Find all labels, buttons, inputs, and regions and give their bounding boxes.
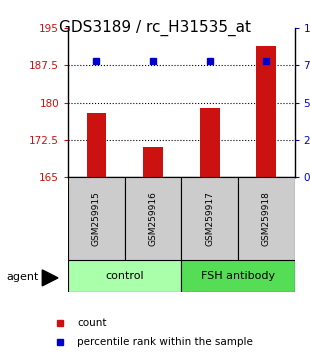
Polygon shape <box>42 270 58 286</box>
Text: GSM259917: GSM259917 <box>205 191 214 246</box>
Bar <box>86 113 106 177</box>
Text: count: count <box>77 318 106 329</box>
Text: FSH antibody: FSH antibody <box>201 271 275 281</box>
Bar <box>125 177 181 260</box>
Text: percentile rank within the sample: percentile rank within the sample <box>77 337 253 347</box>
Bar <box>68 260 181 292</box>
Text: control: control <box>105 271 144 281</box>
Bar <box>68 177 125 260</box>
Bar <box>238 177 294 260</box>
Text: GSM259918: GSM259918 <box>262 191 271 246</box>
Bar <box>200 108 219 177</box>
Bar <box>256 46 276 177</box>
Bar <box>181 260 294 292</box>
Text: GSM259916: GSM259916 <box>148 191 157 246</box>
Bar <box>143 147 163 177</box>
Text: agent: agent <box>6 272 38 282</box>
Text: GDS3189 / rc_H31535_at: GDS3189 / rc_H31535_at <box>59 19 251 36</box>
Text: GSM259915: GSM259915 <box>92 191 101 246</box>
Bar <box>181 177 238 260</box>
